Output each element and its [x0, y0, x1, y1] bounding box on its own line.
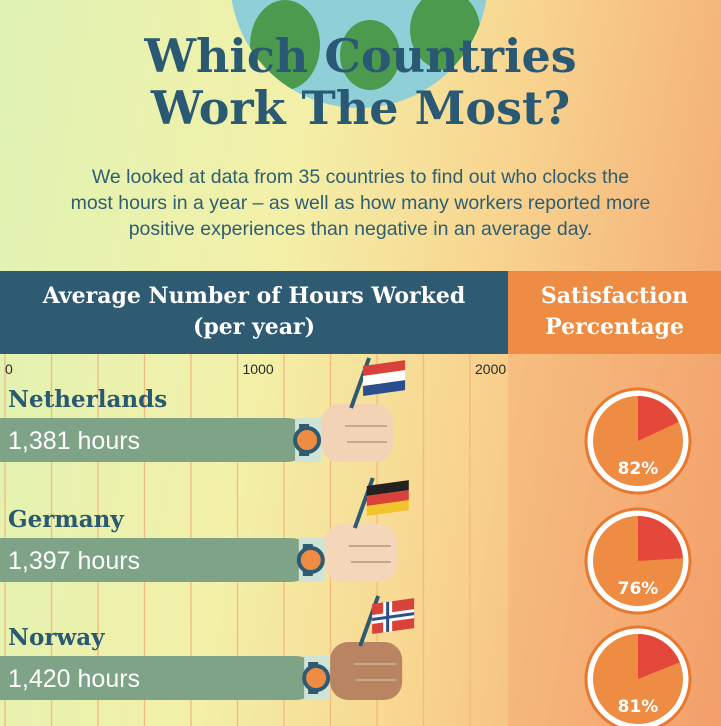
subtitle-line-2: most hours in a year – as well as how ma… — [70, 192, 651, 214]
flag-stripe — [366, 490, 409, 506]
country-label: Norway — [8, 624, 105, 651]
flag-stripe — [366, 480, 409, 496]
flag-stripe — [363, 380, 406, 396]
germany-flag — [366, 480, 409, 516]
satisfaction-label: 76% — [618, 579, 659, 599]
satisfaction-pie-slice — [638, 634, 680, 679]
hand-fist — [330, 642, 403, 700]
country-label: Netherlands — [8, 386, 167, 413]
satisfaction-column-header: Satisfaction Percentage — [508, 271, 721, 354]
hours-value-label: 1,420 hours — [8, 665, 140, 693]
flag-stripe — [363, 360, 406, 376]
title-line-2: Work The Most? — [150, 81, 571, 135]
x-tick-label: 1000 — [243, 361, 274, 377]
subtitle-line-3: positive experiences than negative in an… — [128, 218, 593, 240]
satisfaction-pie-slice — [638, 516, 683, 561]
satisfaction-label: 81% — [618, 697, 659, 717]
page-title: Which Countries Work The Most? — [0, 30, 721, 134]
flag-stripe — [366, 500, 409, 516]
satisfaction-label: 82% — [618, 459, 659, 479]
flag-stripe — [363, 370, 406, 386]
hours-value-label: 1,381 hours — [8, 427, 140, 455]
hand-fist — [321, 404, 394, 462]
x-tick-label: 2000 — [475, 361, 506, 377]
subtitle-line-1: We looked at data from 35 countries to f… — [91, 166, 630, 188]
hours-header-line-1: Average Number of Hours Worked — [42, 283, 466, 309]
sat-header-line-1: Satisfaction — [540, 283, 689, 309]
watch-icon — [302, 664, 331, 692]
sat-header-line-2: Percentage — [545, 314, 684, 340]
country-label: Germany — [8, 506, 124, 533]
flag-cross — [372, 612, 415, 621]
watch-icon — [293, 426, 322, 454]
norway-flag — [372, 598, 415, 634]
hand-fist — [324, 524, 397, 582]
x-tick-label: 0 — [5, 361, 13, 377]
subtitle: We looked at data from 35 countries to f… — [0, 164, 721, 242]
title-line-1: Which Countries — [144, 29, 577, 83]
hours-value-label: 1,397 hours — [8, 547, 140, 575]
hours-chart: 0 1000 2000 Netherlands 1,381 hours 82% German… — [0, 354, 692, 726]
hours-column-header: Average Number of Hours Worked (per year… — [0, 271, 508, 354]
globe-icon — [230, 0, 488, 108]
satisfaction-pie-slice — [638, 396, 679, 441]
hours-bar — [0, 538, 313, 582]
hours-bar — [0, 418, 310, 462]
hours-header-line-2: (per year) — [192, 314, 316, 340]
watch-icon — [296, 546, 325, 574]
hours-bar — [0, 656, 319, 700]
netherlands-flag — [363, 360, 406, 396]
